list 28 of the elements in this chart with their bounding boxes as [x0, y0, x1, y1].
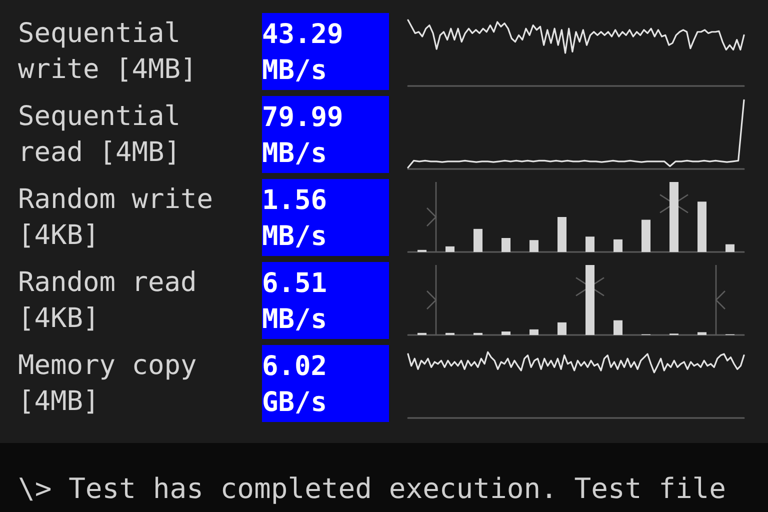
bar	[642, 220, 650, 252]
text: 43.29 MB/s	[262, 19, 344, 86]
bar	[698, 202, 706, 252]
text: 79.99 MB/s	[262, 102, 344, 169]
bar	[558, 217, 566, 252]
bar	[502, 332, 510, 335]
text: 1.56 MB/s	[262, 185, 328, 252]
bar	[474, 228, 482, 252]
bar	[502, 238, 510, 252]
bar	[614, 320, 622, 335]
bar	[586, 236, 594, 252]
text: Random read [4KB]	[18, 266, 198, 336]
bar	[530, 240, 538, 252]
bar	[698, 332, 706, 335]
text: Sequential write [4MB]	[18, 17, 198, 87]
text: 6.02 GB/s	[262, 351, 328, 418]
text: Random write [4KB]	[18, 183, 214, 253]
bar	[670, 182, 678, 252]
bar	[726, 244, 734, 252]
bar	[446, 246, 454, 252]
text: Memory copy [4MB]	[18, 349, 198, 419]
bar	[614, 239, 622, 252]
text: 6.51 MB/s	[262, 268, 328, 335]
bar	[530, 329, 538, 335]
bar	[558, 322, 566, 335]
text: \> Test has completed execution. Test file	[18, 472, 726, 506]
text: Sequential read [4MB]	[18, 100, 182, 170]
bar	[586, 265, 594, 335]
